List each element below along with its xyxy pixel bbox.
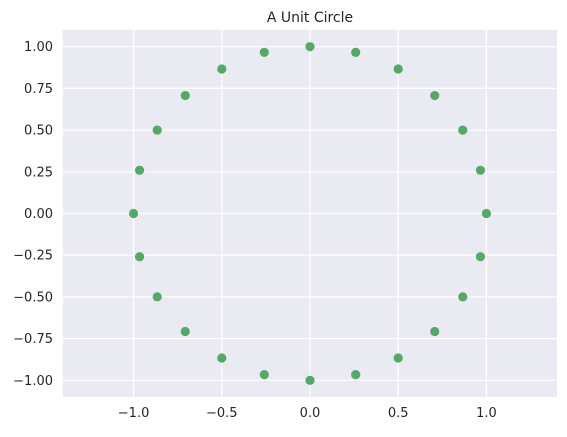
y-tick-label: 0.00 [24,207,53,222]
data-point [458,292,468,302]
x-tick-label: 0.0 [300,406,321,421]
x-tick-label: −1.0 [118,406,150,421]
data-point [458,125,468,135]
data-points [128,42,492,385]
data-point [180,326,190,337]
data-point [180,90,190,101]
data-point [152,292,162,302]
data-point [259,370,269,380]
data-point [475,165,486,175]
data-point [305,375,315,385]
data-point [128,208,139,219]
tick-labels: −1.0 −0.5 0.0 0.5 1.0 1.00 0.75 0.50 0.25 0.00 −0.… [13,40,497,421]
data-point [134,165,145,175]
data-point [134,252,145,262]
data-point [217,64,227,74]
data-point [259,47,269,57]
x-tick-label: −0.5 [206,406,238,421]
data-point [475,252,486,262]
x-tick-label: 0.5 [388,406,409,421]
data-point [393,353,403,363]
data-point [351,370,361,380]
y-tick-label: 0.25 [24,165,53,180]
x-tick-label: 1.0 [476,406,497,421]
y-tick-label: −0.25 [13,249,53,264]
data-point [152,125,162,135]
y-tick-label: −0.50 [13,290,53,305]
chart-title: A Unit Circle [267,10,353,26]
data-point [393,64,403,74]
data-point [305,42,315,52]
y-tick-label: 0.50 [24,124,53,139]
data-point [351,47,361,57]
data-point [430,326,440,337]
y-tick-label: −1.00 [13,374,53,389]
y-tick-label: −0.75 [13,332,53,347]
y-tick-label: 1.00 [24,40,53,55]
data-point [481,208,492,219]
data-point [430,90,440,101]
y-tick-label: 0.75 [24,82,53,97]
data-point [217,353,227,363]
